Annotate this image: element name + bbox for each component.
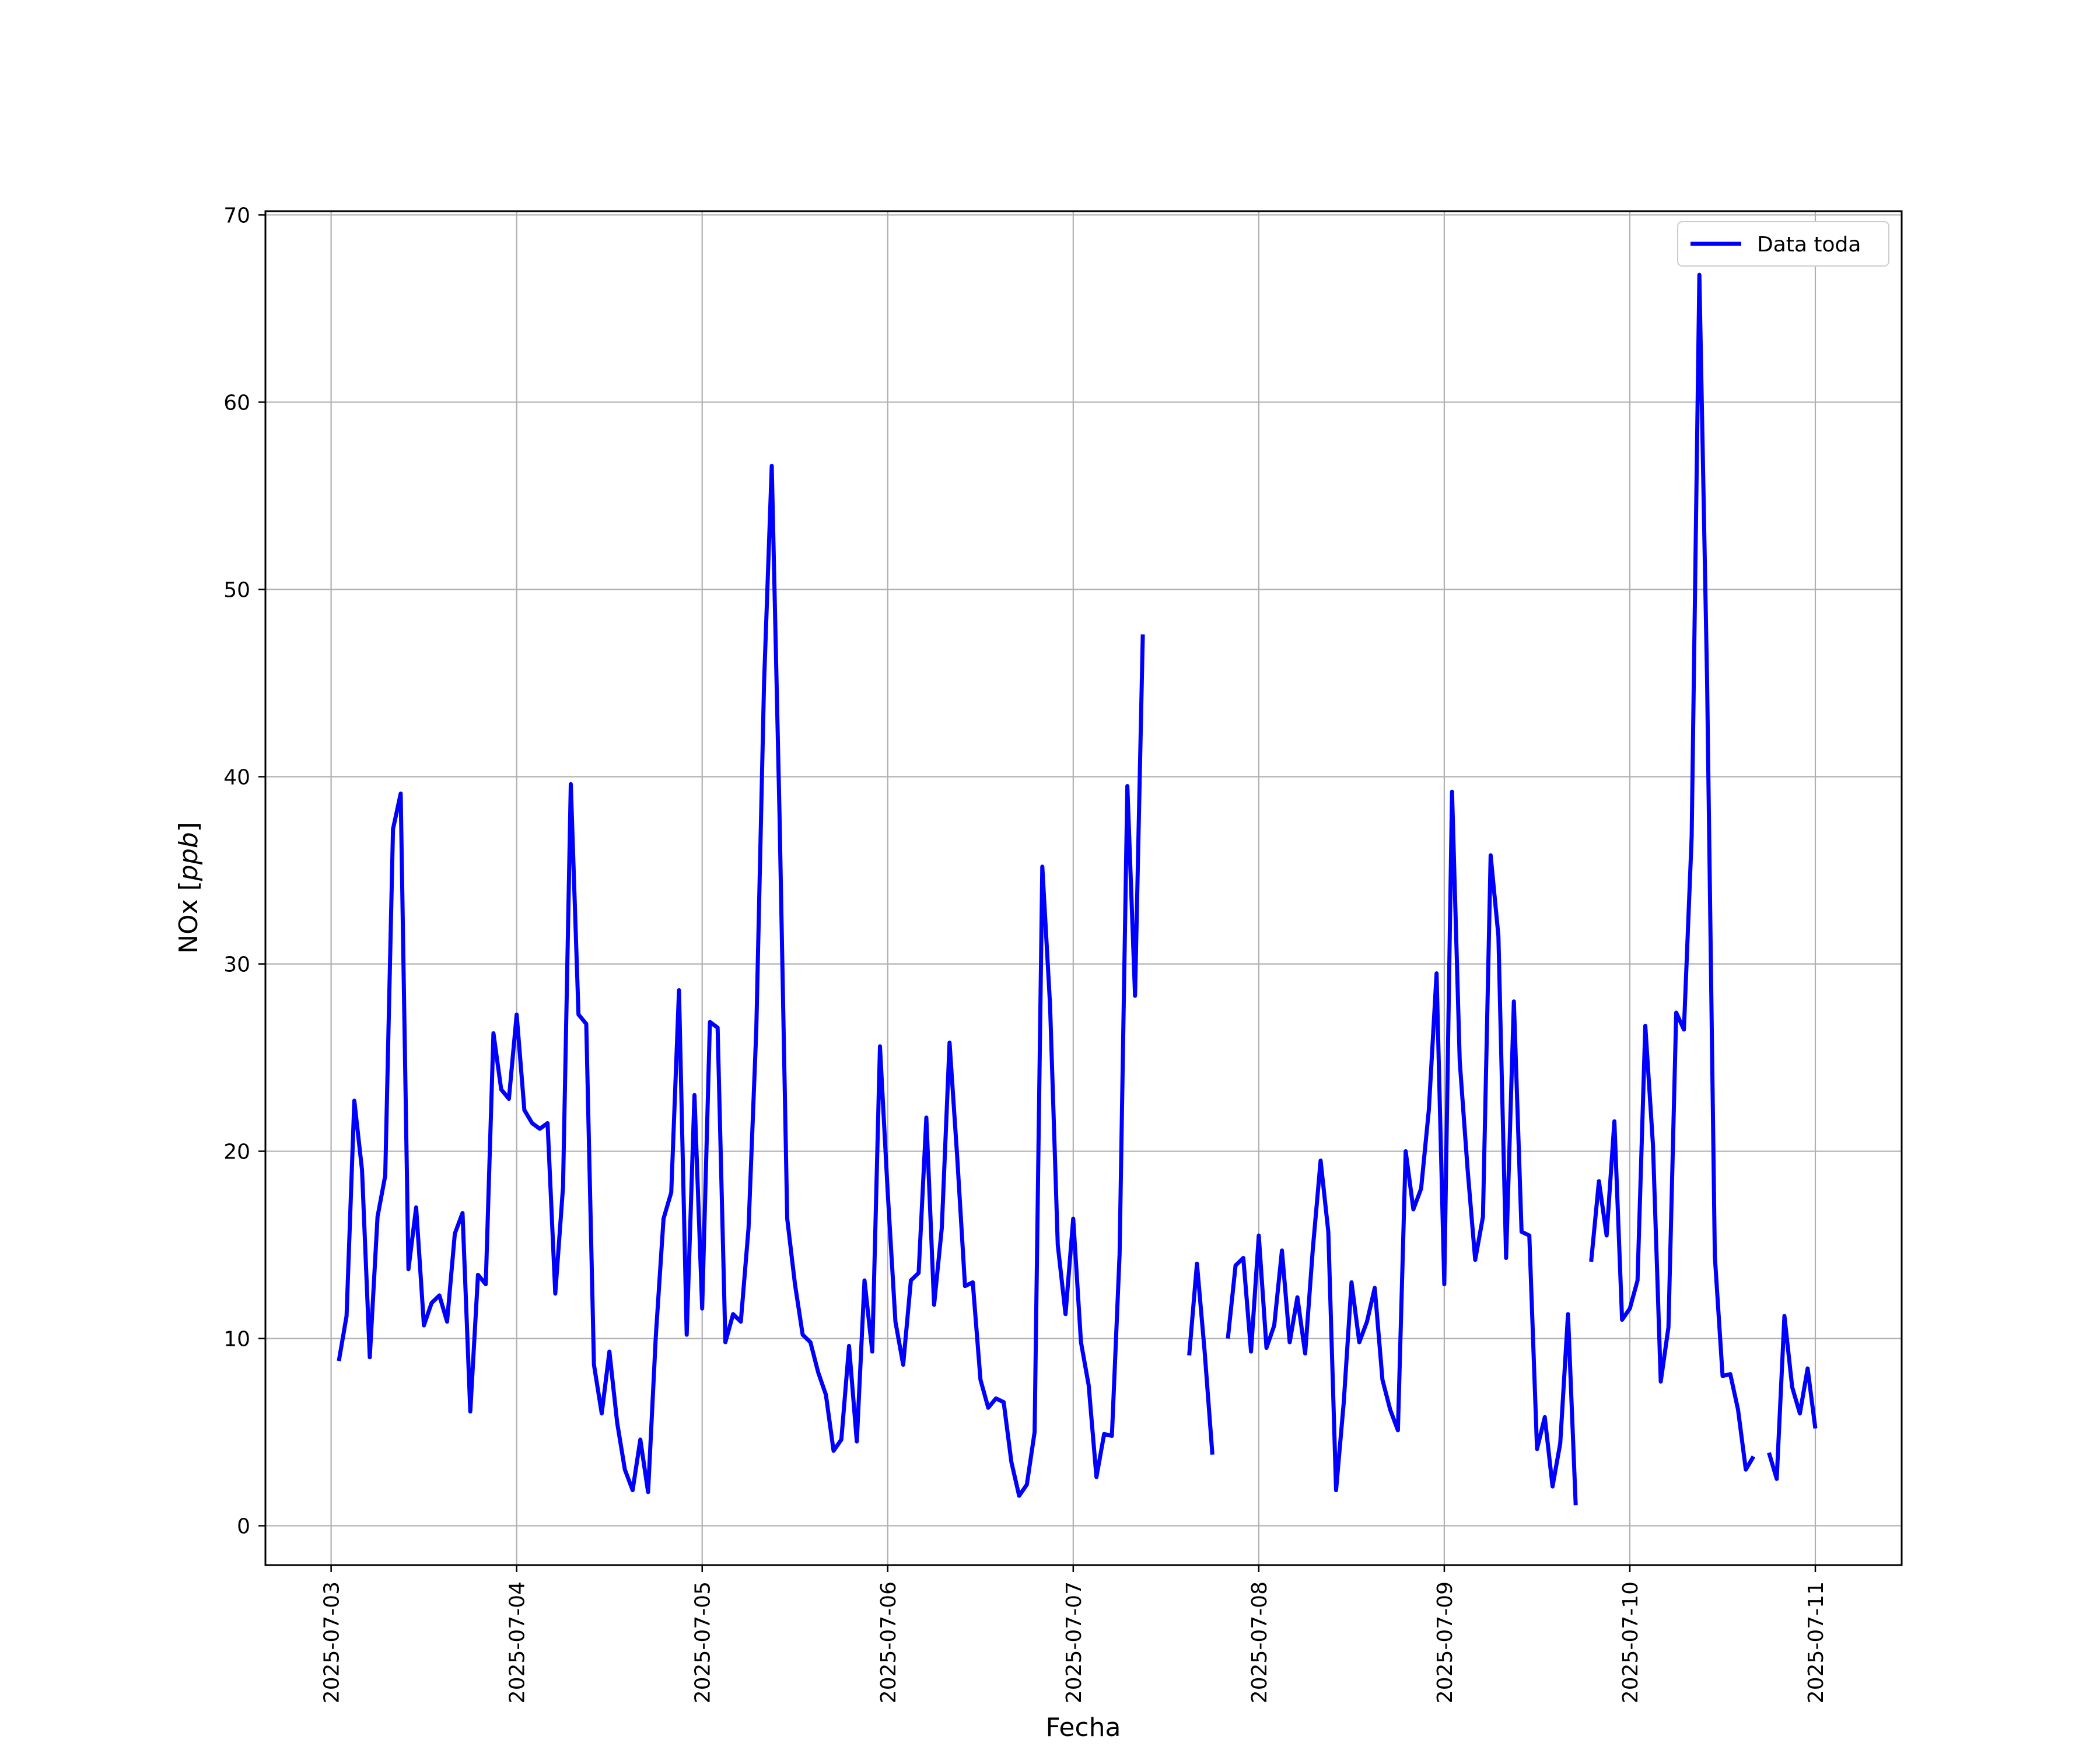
- x-tick-label: 2025-07-09: [1433, 1581, 1457, 1703]
- grid: [265, 211, 1902, 1565]
- y-tick-label: 30: [223, 953, 250, 977]
- y-tick-label: 0: [237, 1515, 250, 1539]
- x-tick-label: 2025-07-10: [1619, 1581, 1643, 1703]
- x-tick-label: 2025-07-07: [1062, 1581, 1086, 1703]
- series-line-segment: [1187, 1261, 1214, 1455]
- legend-box: [1677, 221, 1889, 267]
- x-tick-label: 2025-07-08: [1248, 1581, 1272, 1703]
- y-axis-title-prefix: NOx [: [174, 881, 204, 954]
- x-axis: 2025-07-03 2025-07-04 2025-07-05 2025-07-06…: [320, 1565, 1828, 1703]
- y-axis-title-unit: ppb: [174, 832, 204, 881]
- y-axis-title: NOx [ppb]: [174, 822, 204, 954]
- x-tick-label: 2025-07-03: [320, 1581, 344, 1703]
- legend: Data toda: [1677, 221, 1889, 267]
- x-tick-label: 2025-07-04: [506, 1581, 530, 1703]
- series-line-segment: [337, 464, 1145, 1498]
- legend-label: Data toda: [1757, 233, 1861, 257]
- series-line-segment: [1226, 789, 1578, 1506]
- y-tick-label: 60: [223, 391, 250, 415]
- x-tick-label: 2025-07-05: [691, 1581, 715, 1703]
- plot-lines: [337, 272, 1818, 1506]
- y-tick-label: 20: [223, 1140, 250, 1164]
- y-tick-label: 50: [223, 578, 250, 602]
- x-tick-label: 2025-07-11: [1804, 1581, 1828, 1703]
- y-tick-label: 70: [223, 204, 250, 228]
- y-axis: 0 10 20 30 40 50 60 70: [223, 204, 265, 1539]
- y-tick-label: 10: [223, 1328, 250, 1352]
- plot-frame: [264, 210, 1903, 1566]
- y-tick-label: 40: [223, 765, 250, 789]
- x-tick-label: 2025-07-06: [877, 1581, 901, 1703]
- x-axis-title: Fecha: [1045, 1713, 1121, 1742]
- series-line-segment: [1767, 1314, 1818, 1481]
- y-axis-title-suffix: ]: [174, 822, 204, 832]
- series-line-segment: [1589, 272, 1756, 1472]
